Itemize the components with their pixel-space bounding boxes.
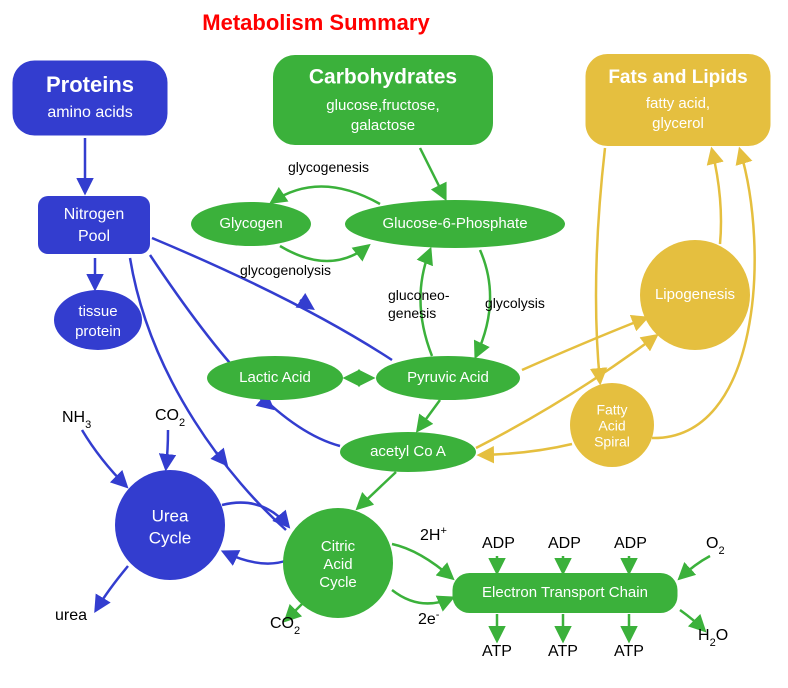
nodes: Proteins amino acids Nitrogen Pool tissue pro… [13,54,771,618]
node-proteins: Proteins amino acids [13,61,168,136]
node-label: Carbohydrates [309,66,457,89]
chem-label-atp2: ATP [548,643,578,660]
edge-label-glycogenolysis: glycogenolysis [240,262,331,278]
node-carbs: Carbohydrates glucose,fructose, galactose [273,55,493,145]
metabolism-diagram: Proteins amino acids Nitrogen Pool tissue pro… [0,0,788,688]
node-label: Lactic Acid [239,369,311,386]
node-acetyl: acetyl Co A [340,432,476,472]
node-label: Pool [78,228,110,245]
chem-label-adp2: ADP [548,535,581,552]
node-fattyspiral: FattyAcidSpiral [570,383,654,467]
node-label: Acid [323,556,352,573]
chem-label-e2: 2e- [418,609,440,628]
node-label: tissue [78,303,117,320]
node-g6p: Glucose-6-Phosphate [345,200,565,248]
node-glycogen: Glycogen [191,202,311,246]
chem-label-h2o: H2O [698,627,728,649]
node-label: Citric [321,538,356,555]
node-label: Glycogen [219,215,282,232]
chem-label-atp1: ATP [482,643,512,660]
chem-label-nh3: NH3 [62,409,91,431]
node-lipogenesis: Lipogenesis [640,240,750,350]
chem-label-h2plus: 2H+ [420,525,447,544]
node-tissue: tissue protein [54,290,142,350]
node-label: Cycle [149,528,192,547]
node-label: Acid [598,418,625,434]
node-label: Proteins [46,72,134,97]
node-label: glucose,fructose, [326,97,439,114]
edge-label-gluconeo1: gluconeo- [388,287,450,303]
node-label: glycerol [652,115,704,132]
node-urea: Urea Cycle [115,470,225,580]
chem-label-co2b: CO2 [270,615,300,637]
node-citric: CitricAcidCycle [283,508,393,618]
node-label: Glucose-6-Phosphate [382,215,527,232]
node-pyruvic: Pyruvic Acid [376,356,520,400]
node-label: Cycle [319,574,357,591]
node-label: Fats and Lipids [608,67,747,88]
edge-label-glycolysis: glycolysis [485,295,545,311]
node-etc: Electron Transport Chain [453,573,678,613]
node-lactic: Lactic Acid [207,356,343,400]
node-label: Electron Transport Chain [482,584,648,601]
node-label: acetyl Co A [370,443,446,460]
edge-label-gluconeo2: genesis [388,305,436,321]
node-label: Lipogenesis [655,286,735,303]
node-label: Spiral [594,434,630,450]
node-nitrogen: Nitrogen Pool [38,196,150,254]
chem-label-urea_l: urea [55,607,87,624]
node-label: amino acids [47,104,132,121]
node-label: Nitrogen [64,206,124,223]
chem-label-co2a: CO2 [155,407,185,429]
chem-label-adp3: ADP [614,535,647,552]
node-label: Urea [152,506,189,525]
node-label: galactose [351,117,415,134]
node-label: Fatty [596,402,627,418]
node-label: fatty acid, [646,95,710,112]
node-label: protein [75,323,121,340]
node-fats: Fats and Lipids fatty acid, glycerol [586,54,771,146]
chem-label-adp1: ADP [482,535,515,552]
chem-label-o2: O2 [706,535,725,557]
node-label: Pyruvic Acid [407,369,489,386]
chem-label-atp3: ATP [614,643,644,660]
edge-label-glycogenesis: glycogenesis [288,159,369,175]
diagram-title: Metabolism Summary [202,10,430,35]
